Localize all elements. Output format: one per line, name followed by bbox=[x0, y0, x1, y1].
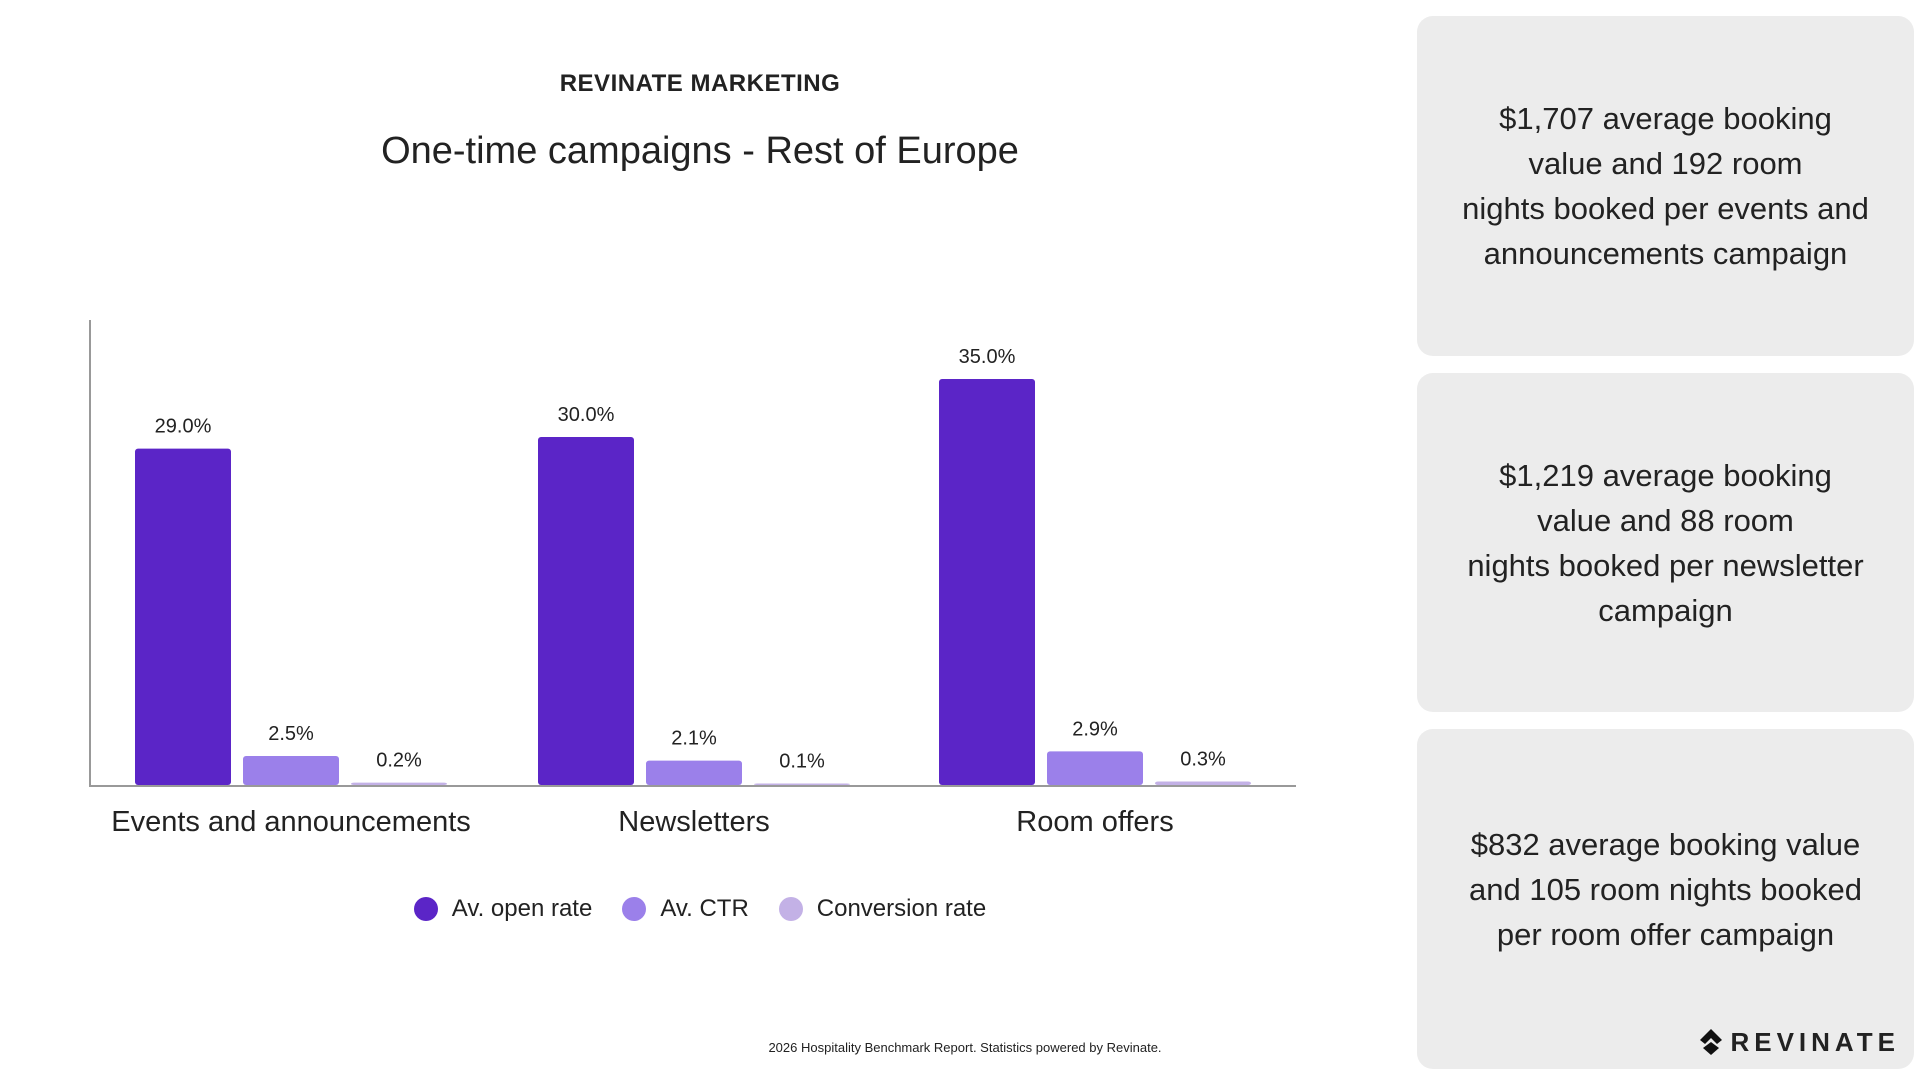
legend-label: Av. open rate bbox=[451, 895, 593, 922]
bar bbox=[1155, 781, 1251, 785]
bar bbox=[646, 760, 742, 785]
bar bbox=[351, 782, 447, 785]
bar bbox=[243, 756, 339, 785]
chart-title: One-time campaigns - Rest of Europe bbox=[381, 130, 1019, 172]
legend-swatch bbox=[413, 897, 438, 921]
legend-label: Conversion rate bbox=[816, 895, 987, 922]
card-line: value and 192 room bbox=[1528, 146, 1803, 181]
data-label: 2.5% bbox=[268, 723, 314, 745]
card-line: $1,219 average booking bbox=[1499, 457, 1832, 493]
revinate-logo: REVINATE bbox=[1700, 1029, 1900, 1055]
bar bbox=[754, 783, 850, 785]
data-label: 0.3% bbox=[1180, 749, 1226, 771]
legend-swatch bbox=[622, 897, 647, 921]
bar bbox=[1047, 751, 1143, 785]
card-line: announcements campaign bbox=[1483, 236, 1848, 271]
stat-card-newsletters: $1,219 average booking value and 88 room… bbox=[1417, 373, 1914, 712]
card-line: nights booked per newsletter bbox=[1467, 547, 1864, 583]
bar bbox=[538, 437, 634, 785]
card-line: $1,707 average booking bbox=[1499, 101, 1832, 136]
card-line: nights booked per events and bbox=[1462, 191, 1869, 226]
legend-swatch bbox=[778, 897, 803, 921]
legend: Av. open rate Av. CTR Conversion rate bbox=[0, 895, 1400, 923]
data-label: 0.1% bbox=[779, 751, 825, 773]
footer-credit: 2026 Hospitality Benchmark Report. Stati… bbox=[768, 1040, 1162, 1055]
data-label: 2.1% bbox=[671, 728, 717, 750]
data-label: 30.0% bbox=[558, 404, 615, 426]
data-label: 35.0% bbox=[959, 346, 1016, 368]
revinate-logo-icon bbox=[1700, 1029, 1723, 1055]
bar bbox=[939, 379, 1035, 785]
bar-chart: 29.0% 2.5% 0.2% Events and announcements 30.… bbox=[89, 320, 1296, 838]
card-line: campaign bbox=[1598, 592, 1733, 628]
card-line: value and 88 room bbox=[1537, 502, 1794, 538]
category-label: Newsletters bbox=[618, 806, 770, 838]
data-label: 0.2% bbox=[376, 750, 422, 772]
card-line: $832 average booking value bbox=[1470, 826, 1861, 862]
brand-heading: REVINATE MARKETING bbox=[559, 70, 841, 97]
card-line: per room offer campaign bbox=[1496, 916, 1835, 952]
logo-text: REVINATE bbox=[1730, 1027, 1900, 1057]
legend-label: Av. CTR bbox=[660, 895, 749, 922]
stat-card-events: $1,707 average booking value and 192 roo… bbox=[1417, 16, 1914, 356]
card-line: and 105 room nights booked bbox=[1469, 871, 1862, 907]
stat-card-room-offers: $832 average booking value and 105 room … bbox=[1417, 729, 1914, 1069]
data-label: 29.0% bbox=[155, 416, 212, 438]
legend-item-ctr: Av. CTR bbox=[622, 895, 749, 923]
category-label: Room offers bbox=[1016, 806, 1173, 838]
legend-item-open-rate: Av. open rate bbox=[413, 895, 593, 923]
legend-item-conversion-rate: Conversion rate bbox=[778, 895, 987, 923]
bar bbox=[135, 448, 231, 785]
category-label: Events and announcements bbox=[111, 806, 471, 838]
data-label: 2.9% bbox=[1072, 718, 1118, 740]
